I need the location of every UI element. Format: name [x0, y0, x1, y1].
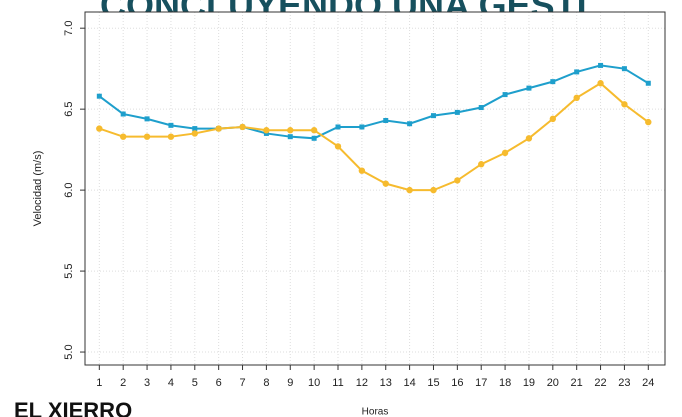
x-tick-label: 23 [618, 377, 630, 389]
x-tick-label: 6 [216, 377, 222, 389]
x-tick-label: 2 [120, 377, 126, 389]
x-tick-label: 8 [263, 377, 269, 389]
point [310, 127, 318, 134]
point [573, 94, 580, 102]
point [96, 125, 103, 132]
point [406, 186, 413, 194]
point [621, 101, 628, 108]
point [191, 130, 198, 137]
point [597, 80, 604, 87]
point [621, 66, 627, 72]
point [645, 118, 652, 126]
point [144, 116, 150, 122]
point [430, 186, 437, 194]
point [359, 124, 365, 130]
slide-footer: EL XIERRO [14, 398, 132, 417]
x-tick-label: 15 [427, 377, 439, 389]
point [645, 80, 651, 86]
point [287, 127, 294, 134]
x-tick-label: 18 [499, 377, 511, 389]
point [120, 111, 126, 117]
y-tick-label: 6.5 [63, 102, 75, 117]
x-tick-label: 11 [332, 377, 343, 389]
point [598, 62, 604, 68]
point [358, 167, 366, 174]
point [334, 143, 342, 150]
y-tick-label: 5.5 [63, 263, 75, 278]
plot-frame [84, 11, 666, 366]
point [192, 126, 198, 132]
point [311, 135, 317, 141]
x-tick-label: 12 [356, 377, 368, 389]
point [550, 79, 556, 85]
point [454, 177, 461, 184]
point [215, 125, 222, 132]
x-tick-label: 16 [451, 377, 463, 389]
point [263, 130, 269, 136]
x-tick-label: 7 [239, 377, 245, 389]
x-tick-label: 17 [475, 377, 487, 389]
x-tick-label: 3 [144, 377, 150, 389]
point [263, 127, 270, 134]
point [502, 92, 508, 98]
series-line [98, 64, 649, 140]
point [383, 117, 389, 123]
point [407, 121, 413, 127]
point [478, 105, 484, 111]
y-axis-label: Velocidad (m/s) [32, 151, 44, 227]
chart-background [8, 12, 680, 412]
point [168, 122, 174, 128]
point [96, 93, 102, 99]
y-tick-label: 6.0 [63, 182, 75, 197]
point [167, 133, 175, 140]
x-tick-label: 10 [308, 377, 320, 389]
point [525, 135, 533, 142]
x-tick-label: 9 [287, 377, 293, 389]
point [526, 85, 532, 91]
point [382, 180, 389, 187]
x-axis-label: Horas [362, 407, 389, 417]
x-tick-label: 19 [523, 377, 535, 389]
point [119, 133, 127, 140]
x-tick-label: 20 [547, 377, 559, 389]
y-tick-label: 5.0 [63, 344, 75, 359]
x-tick-label: 14 [403, 377, 415, 389]
y-tick-label: 7.0 [63, 21, 75, 36]
series-line [98, 82, 649, 192]
x-tick-label: 1 [96, 377, 102, 389]
point [239, 123, 246, 131]
x-tick-label: 21 [571, 377, 583, 389]
point [574, 69, 580, 75]
x-tick-label: 4 [168, 377, 174, 389]
x-tick-label: 13 [380, 377, 392, 389]
point [549, 115, 557, 123]
x-tick-label: 5 [192, 377, 198, 389]
point [143, 133, 151, 140]
point [430, 113, 436, 119]
point [501, 149, 509, 157]
point [478, 161, 485, 168]
x-tick-label: 24 [642, 377, 654, 389]
point [335, 124, 341, 130]
point [287, 134, 293, 140]
point [454, 109, 460, 115]
x-tick-label: 22 [594, 377, 606, 389]
